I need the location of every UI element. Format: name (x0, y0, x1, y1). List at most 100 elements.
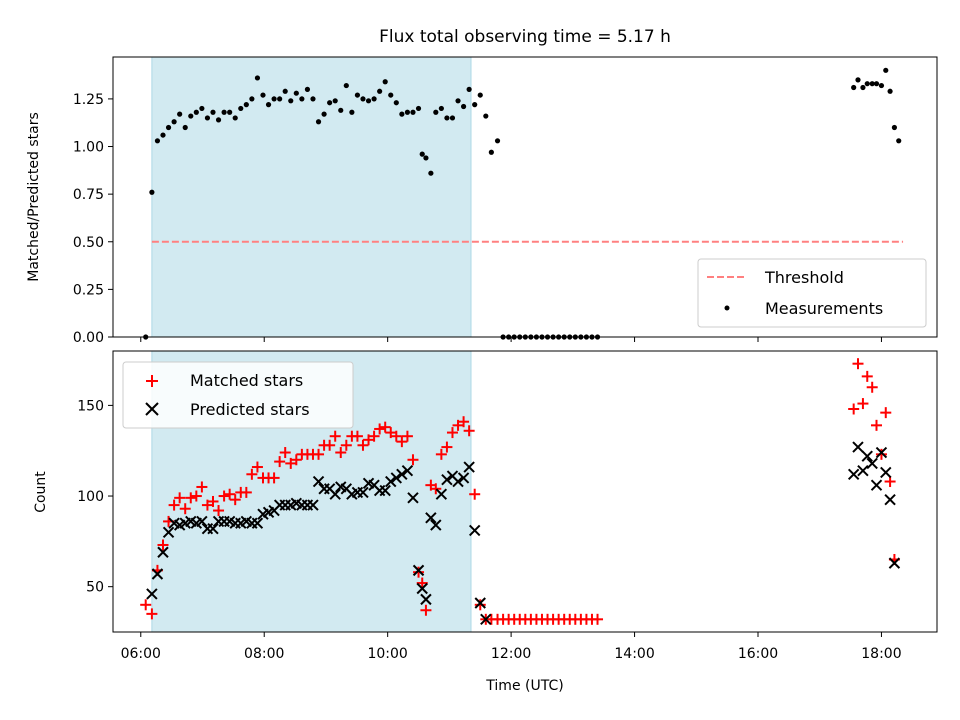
predicted-star-point (251, 517, 264, 529)
count-legend: Matched stars Predicted stars (122, 361, 354, 429)
matched-star-point (251, 461, 263, 473)
y-tick-label: 100 (77, 489, 104, 505)
matched-star-point (592, 613, 604, 625)
count-panel: 50 100 150 06:00 08:00 10:00 12:00 14:00 16:00 1… (33, 350, 938, 694)
matched-star-point (857, 398, 869, 410)
matched-star-point (140, 599, 152, 611)
matched-star-point (374, 423, 386, 435)
matched-star-point (207, 495, 219, 507)
measurement-point (466, 86, 472, 92)
matched-star-point (469, 488, 481, 500)
measurement-point (304, 86, 311, 92)
measurement-point (428, 170, 434, 176)
matched-star-point (848, 403, 860, 415)
count-panel-frame (112, 350, 938, 633)
predicted-star-point (435, 488, 448, 500)
ratio-x-axis (140, 337, 882, 342)
matched-star-point (368, 430, 380, 442)
measurement-point (332, 98, 338, 104)
measurement-point (438, 105, 444, 112)
measurement-point (243, 102, 249, 108)
measurement-point (423, 155, 429, 161)
count-y-axis: 50 100 150 (77, 398, 113, 596)
chart-title: Flux total observing time = 5.17 h (379, 27, 671, 47)
ratio-plot-area (143, 56, 904, 340)
matched-star-point (396, 436, 408, 448)
y-tick-label: 0.00 (73, 330, 104, 346)
predicted-star-point (425, 512, 437, 524)
count-y-label: Count (33, 471, 49, 513)
matched-star-point (463, 425, 475, 437)
matched-star-point (213, 505, 225, 517)
matched-star-point (313, 448, 325, 460)
x-tick-label: 08:00 (244, 646, 284, 662)
measurement-point (415, 105, 422, 112)
measurement-point (494, 138, 501, 144)
predicted-star-point (457, 472, 470, 484)
measurement-point (288, 98, 294, 104)
measurement-point (299, 96, 305, 102)
predicted-star-point (880, 466, 892, 479)
measurement-point (310, 96, 316, 102)
predicted-star-point (401, 464, 414, 477)
matched-legend-swatch (146, 375, 158, 387)
matched-star-point (379, 421, 391, 433)
matched-star-point (363, 434, 375, 446)
measurement-legend-label: Measurements (765, 299, 883, 318)
observing-window-band (151, 56, 472, 338)
matched-star-point (268, 472, 280, 484)
measurement-point (277, 96, 283, 102)
measurement-point (354, 92, 361, 98)
predicted-star-point (870, 479, 883, 491)
matched-star-point (190, 490, 202, 502)
measurement-point (399, 111, 405, 117)
ratio-legend: Threshold Measurements (697, 258, 927, 328)
measurement-point (896, 138, 902, 144)
matched-star-point (413, 566, 425, 578)
matched-star-point (441, 441, 453, 453)
measurement-legend-swatch (724, 305, 730, 311)
predicted-star-point (875, 446, 888, 459)
measurement-point (360, 96, 366, 102)
matched-star-point (179, 503, 191, 515)
ratio-panel: 0.00 0.25 0.50 0.75 1.00 1.25 Matched/Predict… (26, 56, 938, 346)
ratio-y-axis: 0.00 0.25 0.50 0.75 1.00 1.25 (73, 92, 113, 346)
measurement-point (215, 117, 222, 123)
predicted-star-point (452, 475, 464, 488)
predicted-star-point (151, 568, 164, 580)
matched-star-point (351, 430, 363, 442)
measurement-point (338, 107, 344, 113)
predicted-star-point (430, 519, 442, 531)
predicted-star-point (390, 472, 403, 484)
measurement-point (154, 138, 161, 144)
matched-star-point (329, 430, 341, 442)
y-tick-label: 0.50 (73, 235, 104, 251)
measurement-point (419, 151, 425, 157)
measurement-point (149, 189, 155, 195)
measurement-point (171, 119, 177, 125)
matched-star-point (390, 430, 402, 442)
y-tick-label: 1.00 (73, 140, 104, 156)
measurement-point (349, 109, 355, 115)
measurement-point (204, 115, 211, 121)
matched-star-point (340, 439, 352, 451)
predicted-star-point (379, 484, 391, 497)
measurement-point (444, 115, 450, 121)
predicted-star-point (852, 441, 864, 453)
measurement-point (449, 115, 456, 121)
predicted-star-point (385, 475, 397, 488)
predicted-star-point (420, 593, 432, 606)
x-tick-label: 14:00 (614, 646, 654, 662)
matched-star-point (196, 481, 208, 493)
measurement-point (321, 111, 327, 117)
matched-star-point (435, 448, 447, 460)
measurement-point (193, 109, 199, 115)
ratio-y-label: Matched/Predicted stars (26, 112, 42, 282)
measurement-point (210, 109, 216, 115)
measurement-point (221, 109, 227, 115)
matched-star-point (430, 483, 442, 495)
matched-star-point (224, 488, 236, 500)
matched-star-point (401, 430, 413, 442)
matched-star-point (871, 419, 883, 431)
measurement-point (851, 84, 857, 91)
